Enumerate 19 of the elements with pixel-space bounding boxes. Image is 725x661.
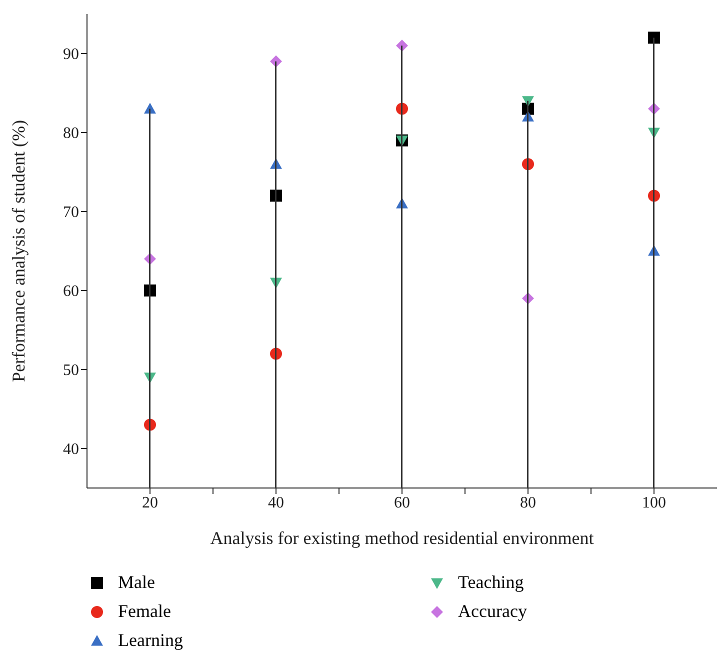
- x-tick-label: 20: [142, 494, 158, 512]
- y-tick-label: 40: [63, 441, 79, 458]
- y-tick-label: 80: [63, 125, 79, 142]
- x-tick-label: 80: [520, 494, 536, 512]
- legend-label: Female: [118, 601, 171, 622]
- x-axis-title: Analysis for existing method residential environment: [210, 528, 594, 548]
- point: [648, 32, 660, 44]
- x-tick-label: 40: [268, 494, 284, 512]
- legend-label: Male: [118, 572, 155, 593]
- y-axis-title: Performance analysis of student (%): [8, 120, 28, 382]
- x-tick-label: 100: [642, 494, 666, 512]
- y-tick-label: 90: [63, 46, 79, 64]
- legend-label: Learning: [118, 630, 183, 651]
- y-tick-label: 60: [63, 283, 79, 300]
- x-tick-label: 60: [394, 494, 410, 512]
- legend-label: Accuracy: [458, 601, 527, 622]
- y-tick-label: 70: [63, 204, 79, 222]
- y-tick-label: 50: [63, 362, 79, 380]
- legend-label: Teaching: [458, 572, 524, 593]
